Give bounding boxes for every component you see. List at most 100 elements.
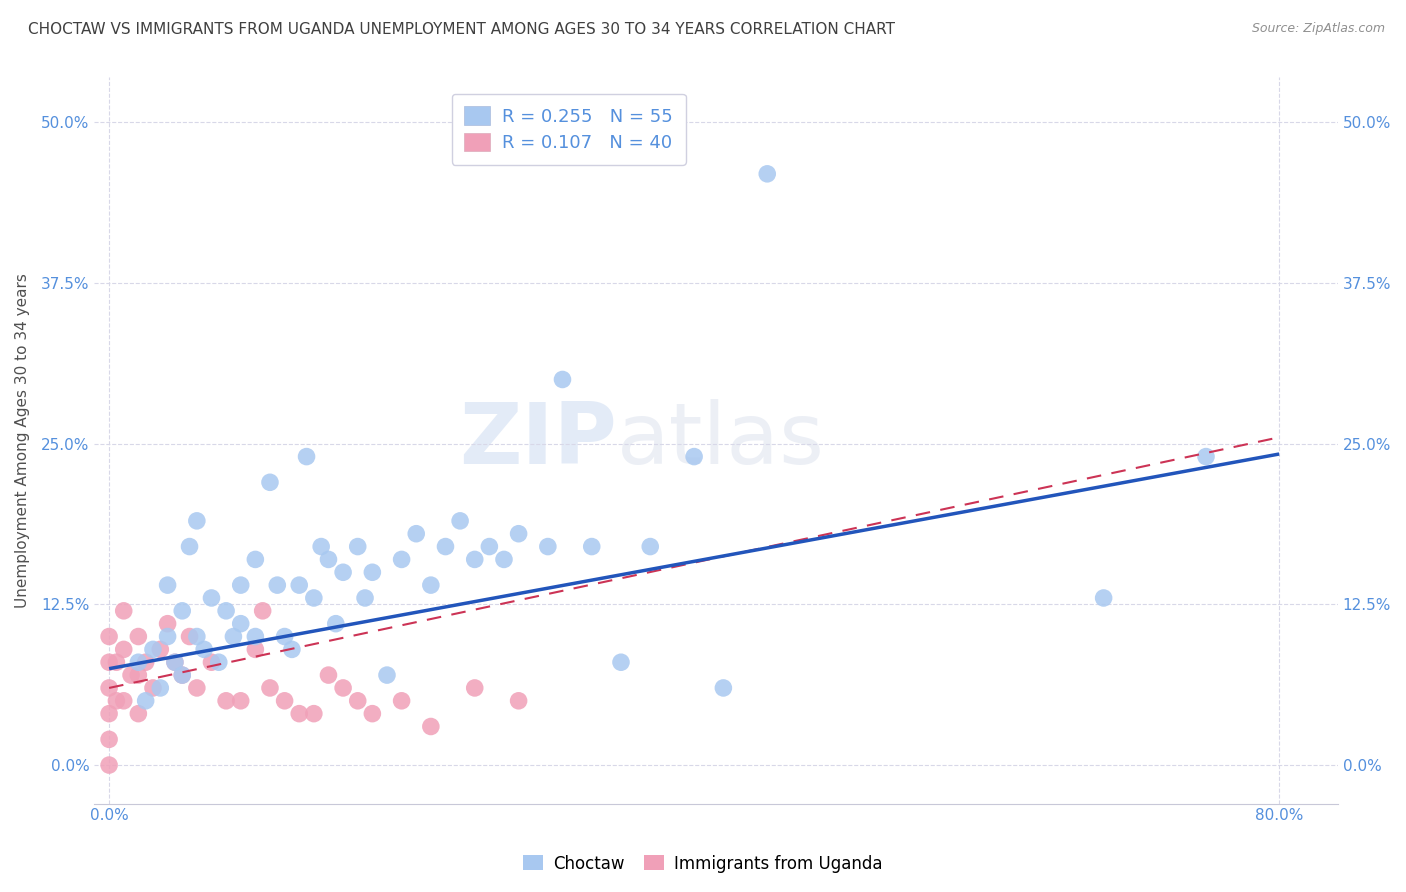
Point — [135, 655, 157, 669]
Point — [1092, 591, 1115, 605]
Point — [245, 552, 267, 566]
Point — [405, 526, 427, 541]
Text: Source: ZipAtlas.com: Source: ZipAtlas.com — [1251, 22, 1385, 36]
Point — [464, 681, 486, 695]
Point — [551, 372, 574, 386]
Point — [391, 552, 413, 566]
Point — [318, 552, 340, 566]
Point — [391, 694, 413, 708]
Point — [302, 706, 325, 721]
Point — [361, 706, 384, 721]
Point — [193, 642, 215, 657]
Point — [127, 668, 149, 682]
Point — [186, 681, 208, 695]
Point — [309, 540, 332, 554]
Point — [142, 642, 165, 657]
Point — [229, 616, 252, 631]
Point — [215, 694, 238, 708]
Point — [172, 668, 194, 682]
Point — [302, 591, 325, 605]
Point — [229, 578, 252, 592]
Point — [98, 706, 121, 721]
Point — [112, 642, 135, 657]
Point — [222, 630, 245, 644]
Point — [492, 552, 515, 566]
Y-axis label: Unemployment Among Ages 30 to 34 years: Unemployment Among Ages 30 to 34 years — [15, 273, 30, 608]
Point — [229, 694, 252, 708]
Point — [149, 642, 172, 657]
Point — [325, 616, 347, 631]
Point — [105, 694, 128, 708]
Text: CHOCTAW VS IMMIGRANTS FROM UGANDA UNEMPLOYMENT AMONG AGES 30 TO 34 YEARS CORRELA: CHOCTAW VS IMMIGRANTS FROM UGANDA UNEMPL… — [28, 22, 896, 37]
Point — [252, 604, 274, 618]
Point — [464, 552, 486, 566]
Point — [127, 630, 149, 644]
Point — [105, 655, 128, 669]
Legend: Choctaw, Immigrants from Uganda: Choctaw, Immigrants from Uganda — [516, 848, 890, 880]
Point — [1195, 450, 1218, 464]
Point — [346, 694, 368, 708]
Text: ZIP: ZIP — [458, 399, 617, 482]
Point — [581, 540, 603, 554]
Point — [419, 578, 441, 592]
Point — [245, 630, 267, 644]
Point — [295, 450, 318, 464]
Point — [172, 604, 194, 618]
Text: atlas: atlas — [617, 399, 824, 482]
Point — [610, 655, 633, 669]
Point — [98, 655, 121, 669]
Point — [200, 655, 222, 669]
Point — [375, 668, 398, 682]
Point — [449, 514, 471, 528]
Point — [434, 540, 457, 554]
Point — [156, 630, 179, 644]
Point — [215, 604, 238, 618]
Point — [332, 681, 354, 695]
Point — [711, 681, 734, 695]
Point — [478, 540, 501, 554]
Point — [127, 655, 149, 669]
Point — [683, 450, 706, 464]
Point — [163, 655, 186, 669]
Point — [273, 630, 295, 644]
Point — [259, 475, 281, 490]
Point — [318, 668, 340, 682]
Point — [120, 668, 142, 682]
Point — [127, 706, 149, 721]
Point — [112, 604, 135, 618]
Point — [179, 540, 201, 554]
Point — [112, 694, 135, 708]
Point — [179, 630, 201, 644]
Point — [98, 732, 121, 747]
Point — [245, 642, 267, 657]
Point — [508, 526, 530, 541]
Point — [508, 694, 530, 708]
Point — [361, 566, 384, 580]
Legend: R = 0.255   N = 55, R = 0.107   N = 40: R = 0.255 N = 55, R = 0.107 N = 40 — [451, 94, 686, 165]
Point — [638, 540, 661, 554]
Point — [332, 566, 354, 580]
Point — [288, 578, 311, 592]
Point — [354, 591, 377, 605]
Point — [273, 694, 295, 708]
Point — [281, 642, 304, 657]
Point — [200, 591, 222, 605]
Point — [346, 540, 368, 554]
Point — [259, 681, 281, 695]
Point — [756, 167, 779, 181]
Point — [142, 681, 165, 695]
Point — [163, 655, 186, 669]
Point — [135, 694, 157, 708]
Point — [98, 681, 121, 695]
Point — [98, 630, 121, 644]
Point — [208, 655, 231, 669]
Point — [419, 719, 441, 733]
Point — [186, 630, 208, 644]
Point — [172, 668, 194, 682]
Point — [156, 578, 179, 592]
Point — [149, 681, 172, 695]
Point — [288, 706, 311, 721]
Point — [98, 758, 121, 772]
Point — [186, 514, 208, 528]
Point — [156, 616, 179, 631]
